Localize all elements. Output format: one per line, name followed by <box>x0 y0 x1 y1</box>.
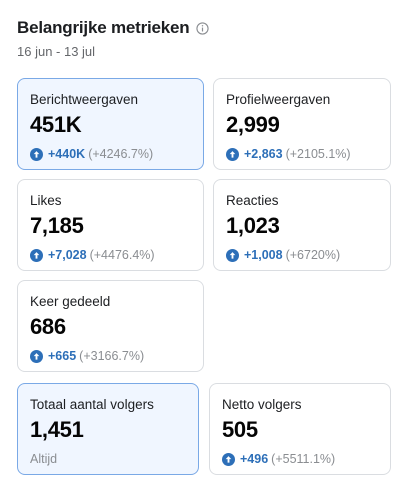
metric-delta: +665 <box>48 349 77 363</box>
metric-card-post-views[interactable]: Berichtweergaven 451K +440K (+4246.7%) <box>17 78 204 170</box>
metric-card-likes[interactable]: Likes 7,185 +7,028 (+4476.4%) <box>17 179 204 271</box>
metric-period-note: Altijd <box>30 452 58 466</box>
metric-change: +1,008 (+6720%) <box>226 247 378 263</box>
date-range: 16 jun - 13 jul <box>17 44 96 59</box>
arrow-up-circle-icon <box>222 452 235 466</box>
metric-card-net-followers[interactable]: Netto volgers 505 +496 (+5511.1%) <box>209 383 391 475</box>
metric-label: Likes <box>30 193 62 208</box>
metric-value: 686 <box>30 314 66 339</box>
metric-delta: +440K <box>48 147 86 161</box>
metric-percent: (+4246.7%) <box>88 147 154 161</box>
page-title: Belangrijke metrieken <box>17 18 190 37</box>
arrow-up-circle-icon <box>226 147 239 161</box>
metric-change: +440K (+4246.7%) <box>30 146 191 162</box>
metric-value: 505 <box>222 417 258 442</box>
metric-value: 451K <box>30 112 82 137</box>
metric-percent: (+4476.4%) <box>89 248 155 262</box>
metric-change: +665 (+3166.7%) <box>30 348 191 364</box>
metric-delta: +496 <box>240 452 269 466</box>
metric-card-shares[interactable]: Keer gedeeld 686 +665 (+3166.7%) <box>17 280 204 372</box>
metric-value: 7,185 <box>30 213 84 238</box>
metric-delta: +7,028 <box>48 248 87 262</box>
metric-percent: (+3166.7%) <box>79 349 145 363</box>
arrow-up-circle-icon <box>30 147 43 161</box>
metric-change: +2,863 (+2105.1%) <box>226 146 378 162</box>
metric-label: Reacties <box>226 193 279 208</box>
arrow-up-circle-icon <box>226 248 239 262</box>
metric-value: 2,999 <box>226 112 280 137</box>
arrow-up-circle-icon <box>30 349 43 363</box>
info-circle-icon[interactable] <box>195 21 209 35</box>
metric-value: 1,023 <box>226 213 280 238</box>
metric-percent: (+5511.1%) <box>271 452 336 466</box>
metric-value: 1,451 <box>30 417 84 442</box>
metric-card-reactions[interactable]: Reacties 1,023 +1,008 (+6720%) <box>213 179 391 271</box>
arrow-up-circle-icon <box>30 248 43 262</box>
metric-percent: (+2105.1%) <box>285 147 351 161</box>
metric-card-total-followers[interactable]: Totaal aantal volgers 1,451 Altijd <box>17 383 199 475</box>
metric-label: Netto volgers <box>222 397 302 412</box>
metric-label: Berichtweergaven <box>30 92 139 107</box>
metric-change: +496 (+5511.1%) <box>222 451 378 467</box>
metric-card-profile-views[interactable]: Profielweergaven 2,999 +2,863 (+2105.1%) <box>213 78 391 170</box>
metrics-header: Belangrijke metrieken 16 jun - 13 jul <box>17 18 393 59</box>
metric-change: +7,028 (+4476.4%) <box>30 247 191 263</box>
metric-delta: +2,863 <box>244 147 283 161</box>
metric-label: Profielweergaven <box>226 92 331 107</box>
metric-delta: +1,008 <box>244 248 283 262</box>
metric-label: Keer gedeeld <box>30 294 111 309</box>
title-row: Belangrijke metrieken <box>17 18 393 38</box>
metric-percent: (+6720%) <box>285 248 341 262</box>
metric-label: Totaal aantal volgers <box>30 397 154 412</box>
